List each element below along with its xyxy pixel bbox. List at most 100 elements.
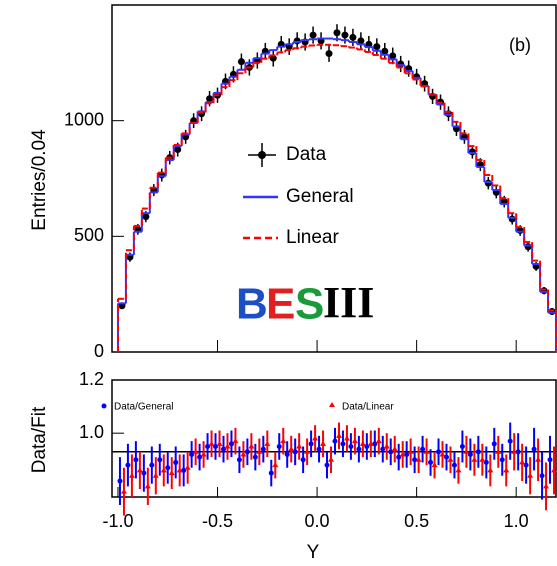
data-point: [328, 456, 335, 462]
data-point: [479, 456, 486, 462]
data-point: [269, 54, 277, 62]
data-point: [491, 441, 497, 447]
main-frame: [111, 4, 557, 353]
data-point: [436, 449, 442, 455]
data-point: [531, 446, 537, 452]
y-tick-label: 1.2: [79, 369, 104, 389]
data-point: [144, 483, 151, 489]
data-point: [428, 459, 434, 465]
data-point: [224, 443, 231, 449]
data-point: [372, 441, 378, 447]
data-point: [174, 146, 182, 154]
data-point: [260, 446, 266, 452]
data-point: [524, 243, 532, 251]
data-point: [388, 449, 394, 455]
data-point: [471, 456, 478, 462]
data-point: [293, 37, 301, 45]
data-point: [237, 58, 245, 66]
logo-part: III: [323, 278, 374, 327]
data-point: [157, 457, 163, 463]
data-point: [415, 456, 422, 462]
data-point: [495, 448, 502, 454]
data-point: [184, 464, 191, 470]
data-point: [503, 467, 510, 473]
data-point: [375, 438, 382, 444]
data-point: [539, 473, 545, 479]
logo: B E S III: [236, 278, 374, 329]
data-point: [240, 451, 247, 457]
y-tick-label: 1000: [64, 109, 104, 129]
data-point: [296, 443, 303, 449]
data-point: [547, 457, 553, 463]
data-point: [200, 451, 207, 457]
data-point: [264, 440, 271, 446]
data-point: [197, 454, 203, 460]
legend-label: Linear: [286, 227, 339, 248]
data-point: [213, 443, 219, 449]
data-point: [475, 449, 481, 455]
data-point: [149, 462, 155, 468]
x-tick-label: 1.0: [504, 511, 529, 531]
data-point: [349, 33, 357, 41]
data-point: [404, 451, 410, 457]
data-point: [463, 448, 470, 454]
y-tick-label: 500: [74, 225, 104, 245]
data-point: [455, 467, 462, 473]
data-point: [511, 448, 518, 454]
data-point: [136, 467, 143, 473]
logo-part: E: [266, 280, 295, 329]
data-point: [523, 462, 529, 468]
data-point: [325, 50, 333, 58]
ratio-frame: [111, 379, 557, 498]
data-point: [332, 438, 338, 444]
data-point: [333, 29, 341, 37]
logo-part: B: [236, 280, 268, 329]
data-point: [189, 451, 195, 457]
data-point: [381, 47, 389, 55]
data-point: [535, 456, 542, 462]
data-point: [423, 448, 430, 454]
data-point: [324, 462, 330, 468]
data-point: [468, 148, 476, 156]
data-point: [125, 462, 131, 468]
data-point: [280, 438, 287, 444]
data-point: [256, 448, 263, 454]
data-point: [451, 462, 457, 468]
data-point: [487, 467, 494, 473]
legend-label: Data: [286, 144, 327, 165]
y-axis-label: Entries/0.04: [29, 129, 50, 231]
data-point: [205, 443, 211, 449]
data-point: [168, 470, 175, 476]
data-point: [373, 43, 381, 51]
legend-label: Data/General: [114, 402, 173, 413]
data-point: [407, 448, 414, 454]
data-point: [431, 462, 438, 468]
x-axis-label: Y: [307, 542, 320, 563]
data-point: [391, 446, 398, 452]
data-point: [141, 470, 147, 476]
data-point: [208, 440, 215, 446]
data-point: [312, 435, 319, 441]
data-point: [389, 52, 397, 60]
legend-label: General: [286, 186, 354, 207]
data-point: [484, 179, 492, 187]
data-point: [268, 470, 274, 476]
data-point: [160, 467, 167, 473]
data-point: [292, 449, 298, 455]
data-point: [399, 451, 406, 457]
data-point: [515, 449, 521, 455]
data-point: [165, 465, 171, 471]
data-point: [316, 446, 322, 452]
data-point: [128, 472, 135, 478]
data-point: [272, 462, 279, 468]
data-point: [216, 440, 223, 446]
legend-marker: [101, 403, 107, 409]
data-point: [173, 459, 179, 465]
annotation: (b): [509, 35, 531, 55]
y-tick-label: 1.0: [79, 422, 104, 442]
data-point: [252, 454, 258, 460]
data-point: [483, 459, 489, 465]
data-point: [551, 467, 557, 473]
data-point: [459, 443, 465, 449]
